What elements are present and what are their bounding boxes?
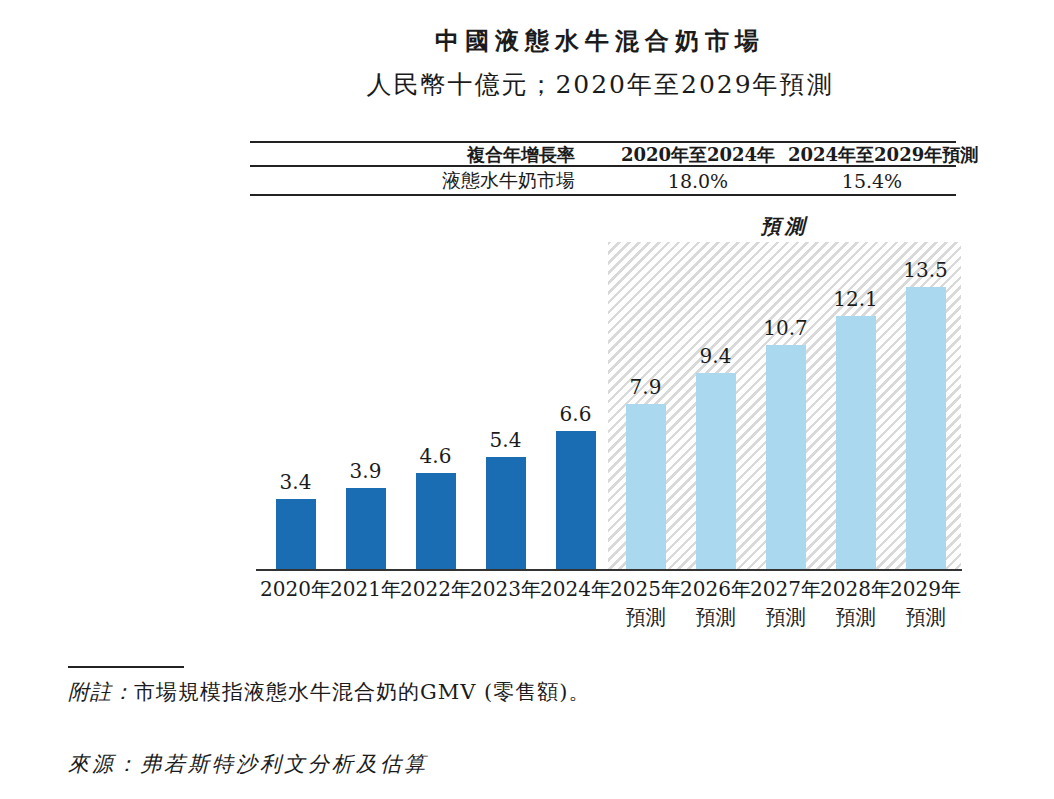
bar-value-label: 10.7 [746,316,826,340]
cagr-table-header-row: 複合年增長率 2020年至2024年 2024年至2029年預測 [250,143,956,167]
bar-value-label: 6.6 [536,402,616,426]
bar-value-label: 9.4 [676,344,756,368]
chart-title: 中國液態水牛混合奶市場 [100,25,1054,57]
bar-2021年 [346,488,386,570]
cagr-table: 複合年增長率 2020年至2024年 2024年至2029年預測 液態水牛奶市場… [250,141,956,196]
forecast-region-label: 預測 [608,213,961,240]
chart-subtitle: 人民幣十億元；2020年至2029年預測 [100,68,1054,101]
bar-2023年 [486,457,526,570]
footnote-divider [68,666,184,668]
footnote-text: 市場規模指液態水牛混合奶的GMV (零售額)。 [134,680,591,704]
footnote-label: 附註： [68,680,134,704]
cagr-value-2020-2024: 18.0% [608,170,788,192]
cagr-table-data-row: 液態水牛奶市場 18.0% 15.4% [250,167,956,194]
cagr-row-label: 液態水牛奶市場 [250,168,608,194]
bar-2027年預測 [766,345,806,570]
x-axis-line [256,569,962,571]
prospectus-chart-page: 中國液態水牛混合奶市場 人民幣十億元；2020年至2029年預測 複合年增長率 … [0,0,1054,799]
cagr-table-header-metric: 複合年增長率 [250,143,608,167]
bar-2022年 [416,473,456,570]
bar-2020年 [276,499,316,570]
bar-value-label: 3.9 [326,459,406,483]
bar-value-label: 12.1 [816,287,896,311]
cagr-table-header-2024-2029: 2024年至2029年預測 [788,143,956,167]
source-line: 來源：弗若斯特沙利文分析及估算 [68,750,428,778]
bar-value-label: 5.4 [466,428,546,452]
cagr-table-header-2020-2024: 2020年至2024年 [608,143,788,167]
x-tick-label: 2029年預測 [871,575,981,631]
bar-2024年 [556,431,596,570]
bar-value-label: 4.6 [396,444,476,468]
bar-2025年預測 [626,404,666,570]
bar-value-label: 13.5 [886,258,966,282]
bar-value-label: 3.4 [256,470,336,494]
bar-value-label: 7.9 [606,375,686,399]
cagr-value-2024-2029: 15.4% [788,170,956,192]
bar-2029年預測 [906,287,946,571]
bar-2028年預測 [836,316,876,570]
footnote-line: 附註：市場規模指液態水牛混合奶的GMV (零售額)。 [68,678,591,706]
bar-2026年預測 [696,373,736,570]
